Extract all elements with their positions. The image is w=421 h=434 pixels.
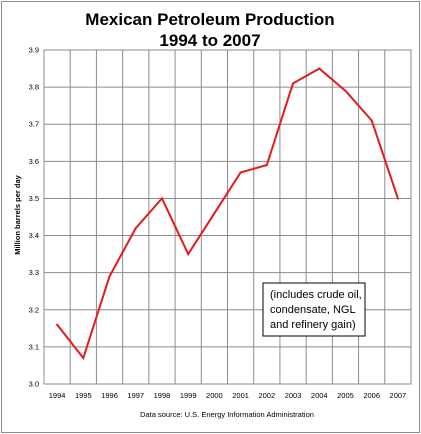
- x-tick-label: 2001: [232, 391, 249, 400]
- x-axis-ticks: 1994 1995 1996 1997 1998 1999 2000 2001 2002 2003…: [49, 391, 406, 400]
- y-tick-label: 3.0: [29, 380, 39, 389]
- note-line-3: and refinery gain): [270, 319, 356, 331]
- data-point: [187, 253, 190, 256]
- x-tick-label: 1999: [180, 391, 197, 400]
- y-tick-label: 3.7: [29, 120, 39, 129]
- chart-title-line-2: 1994 to 2007: [159, 31, 260, 50]
- x-tick-label: 1995: [75, 391, 92, 400]
- x-tick-label: 1998: [154, 391, 171, 400]
- x-tick-label: 1994: [49, 391, 66, 400]
- note-box: (includes crude oil, condensate, NGL and…: [262, 282, 366, 337]
- data-point: [318, 67, 321, 70]
- x-tick-label: 2004: [311, 391, 328, 400]
- x-tick-label: 2000: [206, 391, 223, 400]
- x-tick-label: 2003: [285, 391, 302, 400]
- data-point: [265, 164, 268, 167]
- data-point: [344, 89, 347, 92]
- y-tick-label: 3.3: [29, 268, 39, 277]
- data-point: [160, 197, 163, 200]
- data-point: [239, 171, 242, 174]
- y-tick-label: 3.9: [29, 46, 39, 55]
- series-production: [56, 67, 399, 361]
- data-point: [56, 323, 59, 326]
- y-tick-label: 3.5: [29, 194, 39, 203]
- x-tick-label: 2002: [258, 391, 275, 400]
- data-point: [396, 197, 399, 200]
- data-point: [82, 357, 85, 360]
- data-source-note: Data source: U.S. Energy Information Adm…: [140, 410, 314, 419]
- chart-title-line-1: Mexican Petroleum Production: [85, 10, 334, 29]
- y-tick-label: 3.4: [29, 231, 39, 240]
- data-point: [134, 227, 137, 230]
- note-line-1: (includes crude oil,: [270, 289, 362, 301]
- x-tick-label: 2005: [337, 391, 354, 400]
- y-tick-label: 3.1: [29, 342, 39, 351]
- data-point: [292, 82, 295, 85]
- y-axis-label: Million barrels per day: [13, 174, 22, 254]
- data-point: [213, 212, 216, 215]
- note-line-2: condensate, NGL: [270, 304, 356, 316]
- data-point: [108, 275, 111, 278]
- data-point: [370, 119, 373, 122]
- y-tick-label: 3.2: [29, 305, 39, 314]
- x-tick-label: 2007: [390, 391, 407, 400]
- y-axis-ticks: 3.0 3.1 3.2 3.3 3.4 3.5 3.6 3.7 3.8 3.9: [29, 46, 39, 389]
- x-tick-label: 1997: [127, 391, 144, 400]
- y-tick-label: 3.6: [29, 157, 39, 166]
- x-tick-label: 1996: [101, 391, 118, 400]
- x-tick-label: 2006: [363, 391, 380, 400]
- y-tick-label: 3.8: [29, 83, 39, 92]
- series-line: [56, 67, 399, 361]
